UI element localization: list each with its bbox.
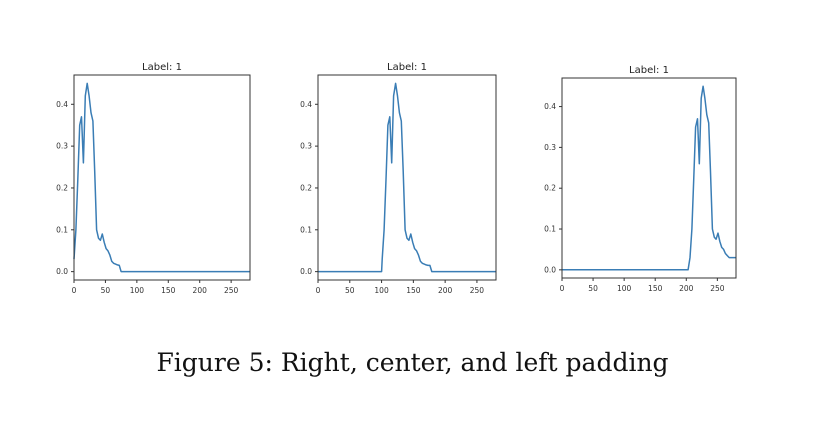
- x-tick-label: 0: [72, 286, 77, 295]
- y-tick-label: 0.3: [544, 143, 556, 152]
- figure-caption: Figure 5: Right, center, and left paddin…: [156, 348, 669, 377]
- chart-title: Label: 1: [142, 62, 182, 73]
- x-tick-label: 0: [316, 286, 321, 295]
- x-tick-label: 200: [193, 286, 208, 295]
- x-tick-label: 100: [374, 286, 389, 295]
- x-tick-label: 150: [406, 286, 421, 295]
- y-tick-label: 0.2: [56, 183, 68, 192]
- chart-title: Label: 1: [387, 62, 427, 73]
- chart-panel-3: Label: 1 0 50 100 150 200 250 0.0 0.1 0.2 0.3 0.4: [544, 65, 737, 293]
- y-tick-label: 0.1: [544, 225, 556, 234]
- x-tick-label: 0: [560, 284, 565, 293]
- y-tick-label: 0.1: [300, 225, 312, 234]
- y-tick-label: 0.4: [300, 100, 312, 109]
- x-tick-label: 50: [101, 286, 111, 295]
- plot-frame: [73, 74, 251, 281]
- plot-frame: [317, 74, 497, 281]
- x-tick-label: 250: [710, 284, 725, 293]
- x-tick-label: 200: [679, 284, 694, 293]
- x-tick-label: 250: [470, 286, 485, 295]
- chart-panel-1: Label: 1 0 50 100 150 200 250 0.0 0.1 0.2 0.3 0.4: [56, 62, 251, 295]
- chart-panel-2: Label: 1 0 50 100 150 200 250 0.0 0.1 0.2 0.3 0.4: [300, 62, 497, 295]
- y-tick-label: 0.0: [544, 265, 556, 274]
- plot-frame: [561, 77, 737, 279]
- y-tick-label: 0.2: [300, 183, 312, 192]
- y-tick-label: 0.3: [56, 142, 68, 151]
- series-line: [73, 82, 250, 273]
- y-tick-label: 0.2: [544, 184, 556, 193]
- x-tick-label: 100: [130, 286, 145, 295]
- x-tick-label: 150: [161, 286, 176, 295]
- series-line: [562, 85, 736, 271]
- x-tick-label: 200: [438, 286, 453, 295]
- x-tick-label: 250: [224, 286, 239, 295]
- x-tick-label: 150: [648, 284, 663, 293]
- chart-title: Label: 1: [629, 65, 669, 76]
- x-tick-label: 100: [617, 284, 632, 293]
- y-tick-label: 0.0: [300, 267, 312, 276]
- y-tick-label: 0.0: [56, 267, 68, 276]
- x-tick-label: 50: [588, 284, 598, 293]
- x-tick-label: 50: [345, 286, 355, 295]
- y-tick-label: 0.4: [56, 100, 68, 109]
- y-tick-label: 0.3: [300, 142, 312, 151]
- series-line: [318, 82, 496, 273]
- y-tick-label: 0.4: [544, 102, 556, 111]
- y-tick-label: 0.1: [56, 225, 68, 234]
